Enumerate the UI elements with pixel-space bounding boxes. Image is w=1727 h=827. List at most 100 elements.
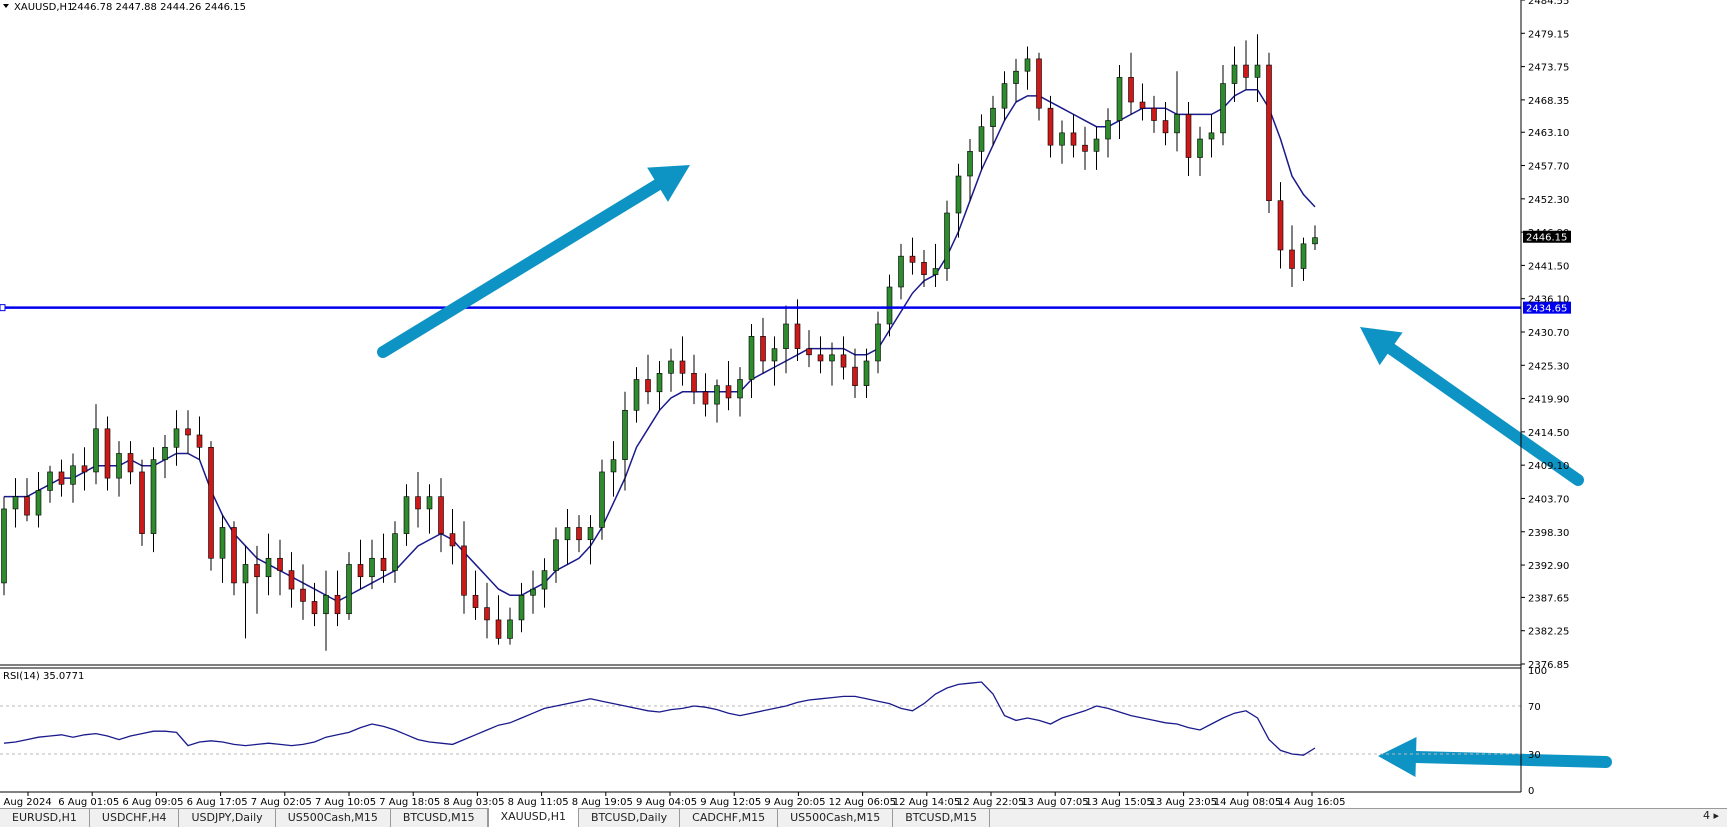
candle-body (254, 564, 260, 578)
candle-body (541, 570, 548, 590)
candle-body (449, 533, 456, 547)
candle-body (1013, 70, 1019, 84)
candle-body (507, 619, 513, 639)
candle (656, 360, 663, 411)
candle-body (1231, 64, 1238, 84)
chart-tab[interactable]: BTCUSD,M15 (893, 809, 991, 827)
candle (1001, 71, 1008, 121)
candle-body (817, 354, 824, 362)
candle-body (518, 594, 525, 621)
hline-price-tag (1523, 301, 1571, 314)
time-tick-label: 6 Aug 01:05 (58, 797, 119, 808)
candle (35, 471, 42, 528)
candle-body (587, 527, 594, 541)
candle (1185, 102, 1192, 177)
candle (748, 323, 755, 398)
hline-handle[interactable] (0, 304, 6, 312)
candle-body (668, 360, 674, 374)
time-tick-label: 6 Aug 09:05 (122, 797, 183, 808)
chart-tab[interactable]: BTCUSD,M15 (391, 809, 488, 827)
price-tick-label: 2441.50 (1528, 261, 1569, 272)
candle-body (783, 323, 789, 349)
candle (714, 379, 720, 423)
candle (909, 237, 916, 275)
candle-body (288, 570, 295, 590)
chart-tab[interactable]: CADCHF,M15 (680, 809, 779, 827)
price-tick-label: 2419.90 (1528, 395, 1569, 406)
candle (265, 533, 272, 596)
chart-tab[interactable]: XAUUSD,H1 (487, 808, 580, 827)
candle (357, 539, 364, 590)
time-tick-label: 12 Aug 14:05 (893, 797, 960, 808)
chart-tab[interactable]: EURUSD,H1 (0, 809, 90, 827)
candle (921, 250, 927, 287)
candle (185, 410, 191, 454)
rsi-panel[interactable]: 100 70 30 0 (0, 666, 1547, 797)
chart-tab[interactable]: USDCHF,H4 (90, 809, 180, 827)
candle (978, 114, 985, 170)
candle-body (242, 564, 249, 584)
time-tick-label: 7 Aug 02:05 (251, 797, 312, 808)
price-tick-label: 2425.30 (1528, 361, 1569, 372)
candle (760, 317, 766, 374)
candle (380, 533, 387, 583)
candle (691, 354, 697, 405)
candle-body (300, 588, 306, 602)
candle (242, 545, 249, 639)
candle-body (357, 564, 364, 578)
chart-tab[interactable]: BTCUSD,Daily (579, 809, 681, 827)
candle (1208, 114, 1215, 158)
candle-body (484, 607, 490, 621)
candle (1093, 126, 1100, 170)
horizontal-line-layer[interactable]: 2434.65 (0, 301, 1571, 315)
candle-body (725, 385, 732, 399)
candle (254, 545, 260, 614)
candle (162, 434, 168, 479)
chart-tab[interactable]: USDJPY,Daily (179, 809, 276, 827)
candle-body (829, 354, 835, 362)
candle (1082, 126, 1088, 170)
candle (1174, 71, 1180, 152)
tab-scroll-arrow-icon[interactable]: 4 ▸ (1702, 809, 1719, 822)
candle (737, 367, 743, 417)
candle-body (645, 379, 651, 393)
candle-body (1266, 64, 1272, 201)
candle (484, 582, 490, 639)
price-tick-label: 2473.75 (1528, 63, 1569, 74)
axes-layer: 2484.55 2479.15 2473.75 2468.35 2463.10 2457.… (0, 0, 1571, 808)
candle (622, 391, 628, 491)
candle (495, 595, 502, 645)
candle (1162, 102, 1169, 146)
candle-body (139, 471, 145, 534)
price-tick-label: 2409.10 (1528, 461, 1569, 472)
price-tick-label: 2403.70 (1528, 494, 1569, 505)
time-tick-label: 9 Aug 20:05 (764, 797, 825, 808)
candle (1266, 52, 1272, 214)
candle (1231, 46, 1238, 103)
candle (426, 484, 433, 534)
candle (81, 447, 88, 491)
candle-body (311, 601, 318, 615)
dropdown-triangle-icon[interactable] (3, 4, 9, 8)
time-tick-label: 12 Aug 22:05 (957, 797, 1024, 808)
candle (24, 478, 30, 522)
time-tick-label: 14 Aug 16:05 (1278, 797, 1345, 808)
candle-body (1289, 249, 1295, 269)
chart-tab[interactable]: US500Cash,M15 (276, 809, 391, 827)
candle (576, 515, 582, 553)
chart-tab[interactable]: US500Cash,M15 (778, 809, 894, 827)
ohlc-readout: 2446.78 2447.88 2444.26 2446.15 (71, 2, 246, 13)
candle (311, 582, 318, 627)
candle (599, 459, 605, 540)
candle-body (1197, 138, 1203, 158)
price-tick-label: 2452.30 (1528, 195, 1569, 206)
candle-body (1300, 243, 1307, 269)
candle-body (265, 557, 272, 578)
time-tick-label: 5 Aug 2024 (0, 797, 52, 808)
candle (1128, 52, 1134, 115)
candle-body (1093, 138, 1100, 152)
candle (1013, 58, 1019, 103)
rsi-arrow-icon (1378, 737, 1612, 777)
candle-body (840, 354, 847, 368)
